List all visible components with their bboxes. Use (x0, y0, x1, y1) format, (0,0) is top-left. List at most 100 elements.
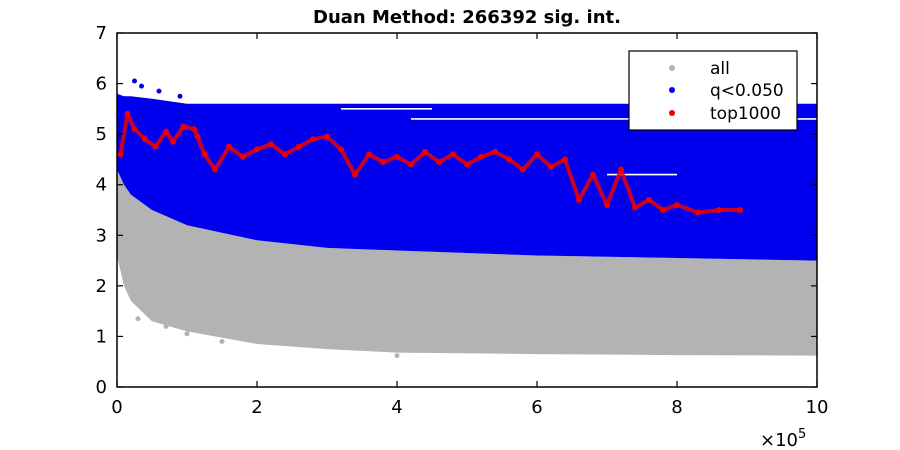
series-top1000-point (492, 148, 498, 155)
series-top1000-point (282, 151, 288, 158)
series-all-point (163, 323, 169, 329)
series-top1000-point (212, 166, 218, 173)
series-top1000-segment (535, 152, 553, 170)
series-top1000-point (117, 151, 124, 158)
series-top1000-point (124, 110, 131, 117)
x-tick-label: 10 (806, 397, 829, 418)
series-top1000-point (695, 209, 701, 216)
y-tick-label: 1 (96, 326, 107, 347)
legend-marker-top1000 (669, 110, 675, 116)
series-top1000-point (201, 151, 208, 158)
series-top1000-point (632, 204, 638, 211)
legend-label-top1000: top1000 (710, 104, 781, 124)
series-top1000-point (152, 143, 159, 150)
series-all-point (219, 338, 225, 344)
series-top1000-point (324, 133, 330, 140)
legend: all q<0.050 top1000 (628, 50, 798, 131)
series-top1000-point (548, 164, 554, 171)
series-top1000-point (163, 128, 169, 135)
series-top1000-point (338, 146, 344, 153)
series-top1000-point (604, 201, 610, 208)
series-top1000-point (737, 207, 743, 213)
series-top1000-point (380, 158, 386, 165)
series-top1000-point (436, 158, 442, 165)
series-top1000-segment (118, 111, 130, 157)
series-top1000-segment (675, 202, 700, 215)
x-tick-label: 2 (251, 397, 262, 418)
y-tick-label: 0 (96, 377, 107, 398)
series-top1000-point (310, 136, 316, 143)
series-top1000-point (520, 166, 526, 173)
series-top1000-segment (591, 172, 609, 207)
series-top1000-point (422, 148, 428, 155)
series-top1000-segment (605, 167, 623, 207)
legend-label-sig: q<0.050 (710, 81, 784, 101)
series-top1000-point (562, 156, 568, 163)
series-top1000-point (450, 151, 456, 158)
y-tick-label: 2 (96, 276, 107, 297)
legend-box (628, 50, 798, 131)
series-all-point (135, 316, 141, 322)
x-multiplier: ×105 (760, 427, 806, 450)
series-sig-point (177, 93, 183, 99)
series-top1000-point (254, 146, 260, 153)
series-top1000-segment (521, 152, 539, 172)
series-top1000-point (240, 153, 246, 160)
series-top1000-point (408, 161, 414, 168)
x-tick-label: 6 (531, 397, 542, 418)
series-top1000-segment (195, 134, 207, 157)
series-top1000-segment (153, 129, 168, 149)
series-sig-point (139, 83, 144, 89)
legend-label-all: all (710, 59, 730, 79)
x-tick-label: 4 (391, 397, 402, 418)
series-top1000-point (506, 156, 512, 163)
legend-marker-all (669, 65, 675, 71)
series-top1000-point (716, 207, 722, 213)
x-tick-label: 0 (111, 397, 122, 418)
series-top1000-point (464, 161, 470, 168)
legend-marker-sig (669, 87, 675, 93)
series-top1000-point (660, 207, 666, 213)
series-top1000-layer (117, 110, 743, 216)
series-top1000-point (191, 126, 197, 133)
series-top1000-segment (577, 172, 595, 202)
series-top1000-point (646, 196, 652, 203)
series-top1000-segment (339, 147, 357, 177)
chart-title: Duan Method: 266392 sig. int. (313, 7, 621, 28)
series-top1000-point (194, 133, 201, 140)
series-top1000-segment (353, 152, 371, 177)
series-top1000-point (366, 151, 372, 158)
series-top1000-point (394, 153, 400, 160)
series-top1000-segment (171, 124, 186, 144)
series-sig-layer (117, 78, 817, 261)
series-top1000-point (180, 123, 187, 130)
y-tick-label: 5 (96, 124, 107, 145)
series-top1000-segment (563, 157, 581, 202)
series-top1000-segment (213, 144, 231, 172)
series-sig-region (117, 93, 817, 261)
series-top1000-point (142, 136, 148, 143)
y-tick-label: 3 (96, 225, 107, 246)
series-top1000-point (226, 143, 232, 150)
series-top1000-point (352, 171, 358, 178)
series-top1000-segment (202, 152, 217, 172)
series-all-region (117, 169, 817, 356)
series-top1000-point (131, 126, 138, 133)
series-top1000-point (590, 171, 596, 178)
series-top1000-segment (409, 149, 427, 167)
series-top1000-point (478, 153, 484, 160)
series-top1000-segment (325, 134, 343, 152)
axes: 0 2 4 6 8 10 0 1 2 3 4 5 6 7 (96, 23, 829, 418)
y-tick-label: 4 (96, 175, 107, 196)
plot-frame (116, 32, 818, 388)
x-tick-label: 8 (671, 397, 682, 418)
series-top1000-point (534, 151, 540, 158)
series-all-point (394, 353, 400, 359)
series-sig-point (132, 78, 137, 84)
series-top1000-point (674, 201, 680, 208)
series-top1000-segment (619, 167, 637, 210)
y-tick-label: 7 (96, 23, 107, 44)
series-top1000-point (296, 143, 302, 150)
